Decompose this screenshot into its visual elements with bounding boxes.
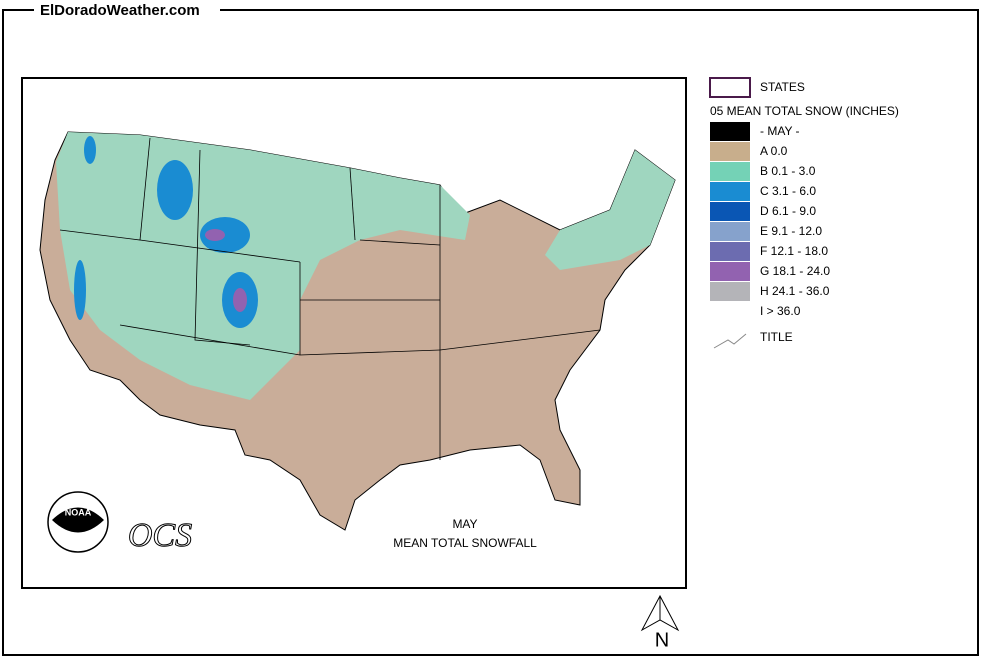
north-label: N <box>655 629 669 651</box>
title-icon <box>713 333 747 349</box>
legend-swatch <box>710 182 750 201</box>
snow-zone-peaks <box>205 229 247 312</box>
legend-swatch <box>710 222 750 241</box>
legend-title: 05 MEAN TOTAL SNOW (INCHES) <box>710 104 899 118</box>
legend-swatch <box>710 202 750 221</box>
legend-label: I > 36.0 <box>760 304 801 318</box>
map-month: MAY <box>452 517 477 531</box>
legend-label: - MAY - <box>760 124 800 138</box>
legend-swatch <box>710 142 750 161</box>
us-map <box>39 131 676 531</box>
states-swatch <box>709 77 751 98</box>
outer-frame <box>2 9 979 656</box>
ocs-logo: OCS <box>128 517 192 554</box>
legend-label: B 0.1 - 3.0 <box>760 164 816 178</box>
states-label: STATES <box>760 80 805 94</box>
snow-zone-northeast <box>545 150 675 270</box>
legend-label: H 24.1 - 36.0 <box>760 284 830 298</box>
legend-swatch <box>710 162 750 181</box>
legend-label: E 9.1 - 12.0 <box>760 224 822 238</box>
snow-zone-mountains <box>74 136 258 328</box>
noaa-text: NOAA <box>65 507 92 517</box>
title-legend-label: TITLE <box>760 330 793 344</box>
legend-items: - MAY - A 0.0 B 0.1 - 3.0 C 3.1 - 6.0 D 6.1 … <box>710 122 830 318</box>
legend-label: D 6.1 - 9.0 <box>760 204 816 218</box>
state-lines <box>59 137 601 460</box>
legend-swatch <box>710 262 750 281</box>
legend-swatch <box>710 242 750 261</box>
noaa-logo: NOAA <box>47 491 109 553</box>
legend-label: C 3.1 - 6.0 <box>760 184 816 198</box>
legend-label: A 0.0 <box>760 144 788 158</box>
legend-label: F 12.1 - 18.0 <box>760 244 828 258</box>
map-caption: MEAN TOTAL SNOWFALL <box>393 536 537 550</box>
legend-swatch <box>710 122 750 141</box>
legend-swatch <box>710 282 750 301</box>
header-backdrop <box>34 2 220 20</box>
site-title: ElDoradoWeather.com <box>40 2 200 19</box>
north-arrow <box>640 594 680 632</box>
legend-label: G 18.1 - 24.0 <box>760 264 830 278</box>
